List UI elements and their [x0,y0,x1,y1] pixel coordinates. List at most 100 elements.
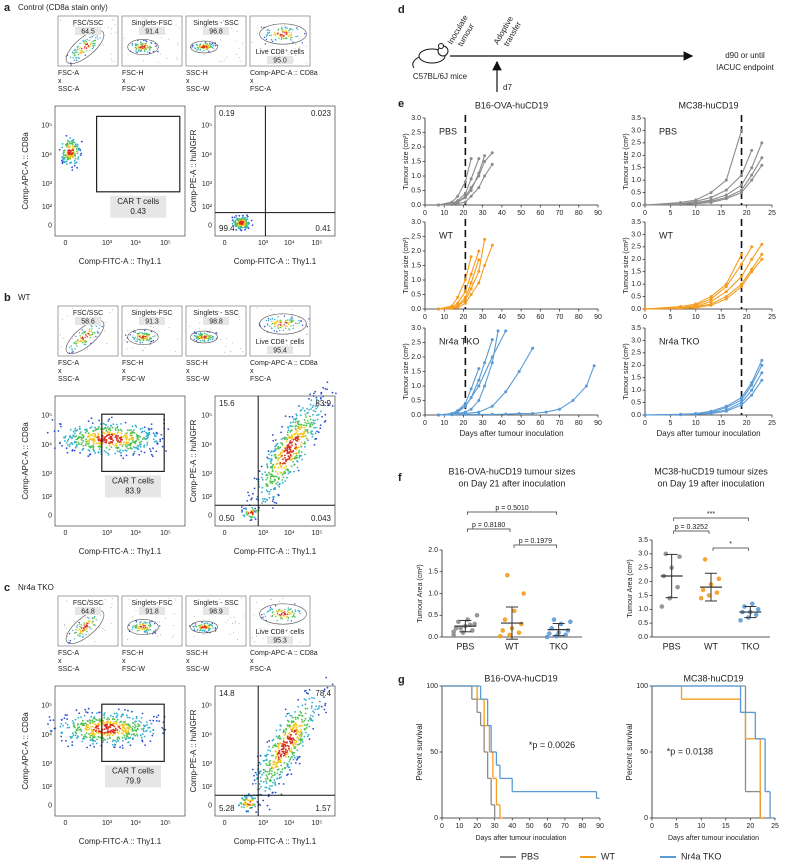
event-dot [71,152,73,155]
growth-point [477,378,481,382]
event-dot [110,424,113,427]
data-point [750,601,755,607]
event-dot [208,336,210,338]
event-dot [111,434,114,436]
event-dot [140,450,143,453]
event-dot [297,717,300,720]
event-dot [291,740,294,742]
event-dot [283,737,285,740]
event-dot [66,718,68,720]
event-dot [272,496,274,498]
event-dot [152,432,155,435]
event-dot [287,319,289,321]
event-dot [73,162,76,165]
event-dot [231,216,234,219]
x-axis-label: Comp-FITC-A :: Thy1.1 [234,837,317,846]
event-dot [284,745,287,748]
data-point [677,554,682,559]
event-dot [245,508,248,511]
event-dot [98,419,100,422]
growth-point [496,329,500,333]
growth-point [477,384,481,388]
event-dot [86,436,89,438]
event-dot [69,428,72,431]
y-tick-label: 0.0 [428,634,438,641]
event-dot [270,776,273,779]
gate-value: 95.0 [273,57,287,64]
growth-point [450,202,454,206]
y-axis-label: Comp-PE-A :: huNGFR [189,129,198,212]
event-dot [314,708,317,711]
gate-value: 64.5 [81,28,95,35]
event-dot [297,435,299,438]
event-dot [266,476,269,479]
event-dot [126,437,128,439]
event-dot [264,770,267,773]
event-dot [140,626,142,628]
event-dot [303,442,305,445]
event-dot [276,772,279,775]
event-dot [74,427,77,430]
event-dot [249,511,252,514]
event-dot [241,506,243,508]
event-dot [316,414,318,417]
event-dot [73,449,76,452]
x-axis-label: Comp-FITC-A :: Thy1.1 [79,837,162,846]
event-dot [335,392,337,395]
background-event [128,598,130,600]
background-event [76,602,78,604]
event-dot [251,799,254,802]
event-dot [282,28,284,30]
x-tick-label: 90 [594,420,602,427]
event-dot [296,736,299,739]
growth-point [592,364,596,368]
event-dot [130,429,133,432]
growth-point [760,371,764,375]
event-dot [143,444,146,447]
event-dot [116,450,119,452]
event-dot [79,149,82,152]
gate-x-axis: Comp-APC-A :: CD8a [250,360,318,367]
growth-point [490,412,494,416]
background-event [286,344,288,346]
background-event [143,60,144,62]
background-event [301,606,303,608]
event-dot [295,322,297,324]
event-dot [261,478,264,481]
event-dot [308,725,311,728]
axis-separator: x [186,658,190,665]
event-dot [150,427,153,430]
event-dot [74,55,76,57]
event-dot [295,35,297,38]
flow-y-tick-label: 10⁴ [41,732,52,739]
event-dot [315,426,317,429]
event-dot [123,443,125,446]
event-dot [77,342,79,344]
growth-point [750,393,754,397]
gate-value: 98.8 [209,318,223,325]
event-dot [69,151,72,153]
data-point [551,617,557,622]
flow-y-tick-label: 10² [202,204,213,211]
car-label-box [110,195,167,218]
event-dot [277,457,279,460]
event-dot [269,609,272,611]
event-dot [134,734,137,737]
flow-x-tick-label: 10⁴ [284,820,295,827]
event-dot [82,444,85,447]
growth-point [760,257,764,261]
gate-value: 91.3 [145,318,159,325]
event-dot [87,728,89,731]
event-dot [276,462,279,465]
event-dot [294,711,296,713]
event-dot [119,428,122,431]
event-dot [296,466,299,469]
event-dot [286,322,288,324]
event-dot [267,457,269,460]
event-dot [287,609,289,611]
event-dot [292,720,295,723]
event-dot [130,733,133,736]
gate-value: 96.8 [209,28,223,35]
event-dot [103,449,106,452]
category-label: WT [505,641,519,651]
